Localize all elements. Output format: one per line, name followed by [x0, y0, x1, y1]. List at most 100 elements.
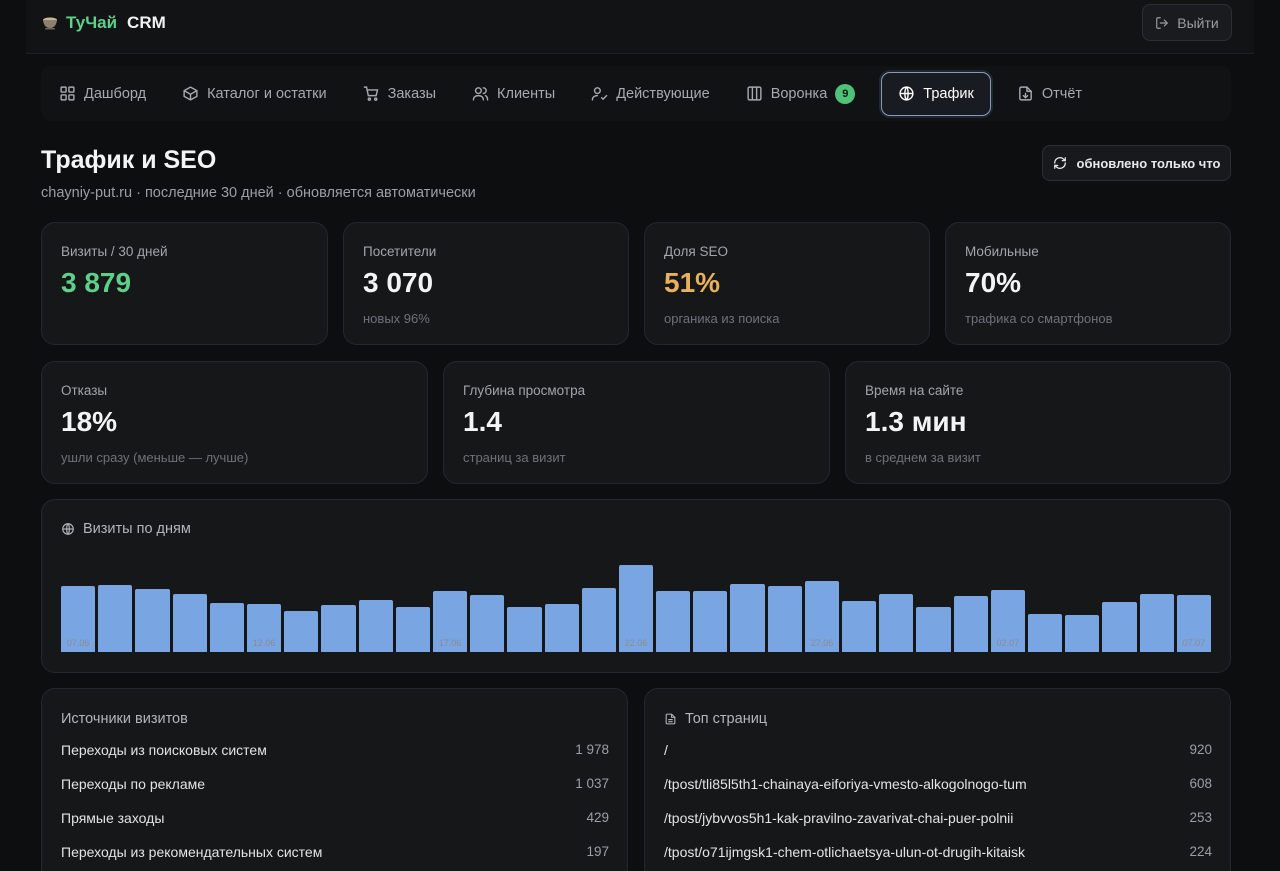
chart-tick-label: 27.06 [810, 638, 834, 648]
chart-bar[interactable] [730, 584, 765, 652]
chart-title-text: Визиты по дням [83, 521, 191, 537]
funnel-count-badge: 9 [835, 83, 856, 104]
source-value: 1 037 [575, 776, 609, 791]
kpi-seo-share-card: Доля SEO 51% органика из поиска [644, 222, 930, 345]
chart-bar[interactable] [1139, 594, 1174, 652]
chart-bar[interactable] [1028, 613, 1063, 652]
main-nav: Дашборд Каталог и остатки Заказы Клиенты… [41, 66, 1231, 121]
nav-traffic-label: Трафик [923, 85, 974, 102]
chart-bar[interactable] [990, 590, 1026, 652]
source-value: 197 [586, 844, 609, 859]
chart-bar[interactable] [618, 564, 654, 652]
chart-bar[interactable] [842, 600, 877, 652]
kpi-label: Глубина просмотра [463, 383, 586, 398]
chart-bar[interactable] [172, 594, 207, 652]
source-label: Переходы из рекомендательных систем [61, 844, 323, 860]
page-subtitle: chayniy-put.ru · последние 30 дней · обн… [41, 185, 476, 201]
kpi-depth-card: Глубина просмотра 1.4 страниц за визит [443, 361, 830, 484]
refresh-button[interactable]: обновлено только что [1042, 145, 1231, 181]
page-path: /tpost/tli85l5th1-chainaya-eiforiya-vmes… [664, 776, 1027, 792]
chart-bar[interactable] [1176, 595, 1211, 652]
kpi-mobile-card: Мобильные 70% трафика со смартфонов [945, 222, 1231, 345]
kpi-value: 70% [965, 267, 1022, 298]
kpi-value: 3 879 [61, 267, 132, 298]
source-label: Прямые заходы [61, 810, 165, 826]
list-item: Переходы по рекламе 1 037 [61, 776, 609, 792]
chart-bar[interactable] [284, 610, 319, 652]
kpi-label: Время на сайте [865, 383, 964, 398]
nav-funnel-label: Воронка [770, 85, 828, 102]
page-visits: 920 [1189, 742, 1212, 757]
page-visits: 224 [1189, 844, 1212, 859]
nav-clients-label: Клиенты [497, 85, 556, 102]
chart-bar[interactable] [916, 606, 951, 652]
logout-button[interactable]: Выйти [1142, 4, 1232, 41]
chart-bar[interactable] [879, 594, 914, 652]
sources-title: Источники визитов [61, 711, 188, 727]
brand-name: ТуЧай [66, 13, 118, 32]
chart-bar[interactable] [767, 586, 802, 652]
nav-catalog[interactable]: Каталог и остатки [172, 72, 337, 116]
chart-bar[interactable] [246, 603, 282, 652]
chart-bar[interactable] [395, 606, 430, 652]
chart-bar[interactable] [1065, 614, 1100, 652]
nav-report-label: Отчёт [1041, 85, 1083, 102]
chart-bar[interactable] [693, 591, 728, 652]
list-item[interactable]: /tpost/o71ijmgsk1-chem-otlichaetsya-ulun… [664, 844, 1212, 860]
chart-bar[interactable] [507, 606, 542, 652]
page-visits: 608 [1189, 776, 1212, 791]
kpi-value: 3 070 [363, 267, 434, 298]
chart-bar[interactable] [470, 595, 505, 652]
chart-bar[interactable] [98, 585, 133, 652]
refresh-label: обновлено только что [1076, 155, 1221, 171]
kpi-sub: новых 96% [363, 311, 430, 326]
kpi-value: 1.3 мин [865, 406, 967, 437]
chart-bar[interactable] [135, 589, 170, 652]
nav-report[interactable]: Отчёт [1007, 72, 1092, 116]
box-icon [183, 86, 198, 101]
list-item[interactable]: / 920 [664, 742, 1212, 758]
globe-icon [899, 86, 914, 101]
kpi-label: Визиты / 30 дней [61, 244, 168, 259]
kpi-sub: в среднем за визит [865, 450, 981, 465]
nav-orders[interactable]: Заказы [353, 72, 446, 116]
chart-bar[interactable] [1102, 601, 1137, 652]
nav-traffic[interactable]: Трафик [881, 71, 991, 116]
chart-bar[interactable] [358, 599, 393, 652]
chart-bar[interactable] [432, 591, 468, 652]
nav-dashboard[interactable]: Дашборд [49, 72, 156, 116]
logout-label: Выйти [1177, 14, 1219, 31]
chart-bar[interactable] [581, 587, 616, 652]
brand[interactable]: ТуЧай CRM [42, 13, 166, 33]
page-visits: 253 [1189, 810, 1212, 825]
chart-tick-label: 02.07 [996, 638, 1020, 648]
columns-icon [747, 86, 762, 101]
chart-bar[interactable] [544, 603, 579, 652]
chart-tick-label: 07.07 [1182, 638, 1206, 648]
source-label: Переходы по рекламе [61, 776, 206, 792]
nav-clients[interactable]: Клиенты [462, 72, 565, 116]
document-icon [665, 713, 676, 725]
list-item: Переходы из поисковых систем 1 978 [61, 742, 609, 758]
sources-card: Источники визитов Переходы из поисковых … [41, 688, 628, 871]
chart-bar[interactable] [804, 581, 840, 652]
list-item[interactable]: /tpost/tli85l5th1-chainaya-eiforiya-vmes… [664, 776, 1212, 792]
nav-active[interactable]: Действующие [581, 72, 719, 116]
kpi-value: 18% [61, 406, 118, 437]
chart-bar[interactable] [209, 602, 244, 652]
chart-tick-label: 17.06 [438, 638, 462, 648]
page-title: Трафик и SEO [41, 146, 217, 174]
kpi-bounce-card: Отказы 18% ушли сразу (меньше — лучше) [41, 361, 428, 484]
chart-bar[interactable] [321, 604, 356, 652]
chart-bar[interactable] [61, 586, 96, 652]
chart-bar[interactable] [953, 596, 988, 652]
list-item: Переходы из рекомендательных систем 197 [61, 844, 609, 860]
chart-bar[interactable] [656, 591, 691, 652]
kpi-value: 51% [664, 267, 721, 298]
list-item[interactable]: /tpost/jybvvos5h1-kak-pravilno-zavarivat… [664, 810, 1212, 826]
file-download-icon [1018, 86, 1032, 101]
chart-title: Визиты по дням [61, 521, 191, 537]
source-value: 1 978 [575, 742, 609, 757]
kpi-label: Отказы [61, 383, 108, 398]
nav-funnel[interactable]: Воронка 9 [736, 72, 866, 116]
